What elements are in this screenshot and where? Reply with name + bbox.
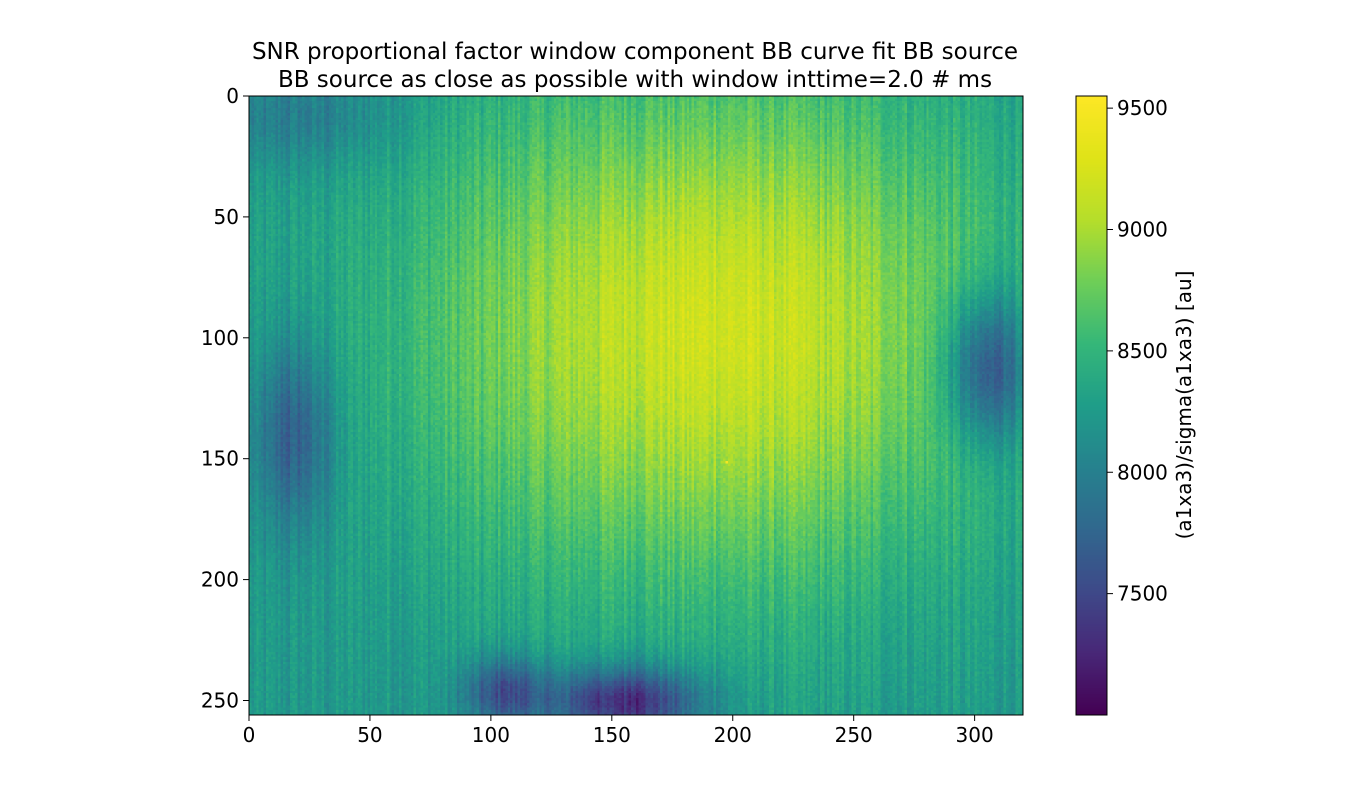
y-tick-label: 0	[226, 84, 239, 108]
colorbar-tick-label: 9000	[1117, 218, 1168, 242]
y-tick-label: 250	[201, 688, 239, 712]
heatmap-frame	[248, 95, 1024, 716]
y-tick-label: 50	[214, 205, 239, 229]
x-tick-label: 200	[714, 723, 752, 747]
x-tick-label: 50	[357, 723, 382, 747]
colorbar-gradient	[1076, 96, 1107, 715]
y-tick-label: 200	[201, 568, 239, 592]
y-tick-label: 150	[201, 447, 239, 471]
x-axis: 0 50 100 150 200 250 300	[243, 715, 994, 747]
colorbar-label: (a1xa3)/sigma(a1xa3) [au]	[1172, 271, 1196, 540]
colorbar-tick-label: 8000	[1117, 460, 1168, 484]
chart-title-line-1: SNR proportional factor window component…	[252, 39, 1018, 65]
heatmap-image	[249, 96, 1023, 715]
colorbar-tick-label: 7500	[1117, 582, 1168, 606]
y-tick-label: 100	[201, 326, 239, 350]
colorbar-frame	[1075, 95, 1108, 716]
x-tick-label: 250	[835, 723, 873, 747]
colorbar: 7500 8000 8500 9000 9500 (a1xa3)/sigma(a1xa3…	[1075, 95, 1196, 716]
y-axis: 0 50 100 150 200 250	[201, 84, 249, 712]
chart-title-line-2: BB source as close as possible with wind…	[278, 67, 992, 93]
colorbar-tick-label: 8500	[1117, 339, 1168, 363]
colorbar-ticks: 7500 8000 8500 9000 9500	[1107, 96, 1168, 606]
heatmap-plot-area	[248, 95, 1024, 716]
x-tick-label: 100	[472, 723, 510, 747]
x-tick-label: 0	[243, 723, 256, 747]
x-tick-label: 300	[956, 723, 994, 747]
colorbar-tick-label: 9500	[1117, 96, 1168, 120]
x-tick-label: 150	[593, 723, 631, 747]
